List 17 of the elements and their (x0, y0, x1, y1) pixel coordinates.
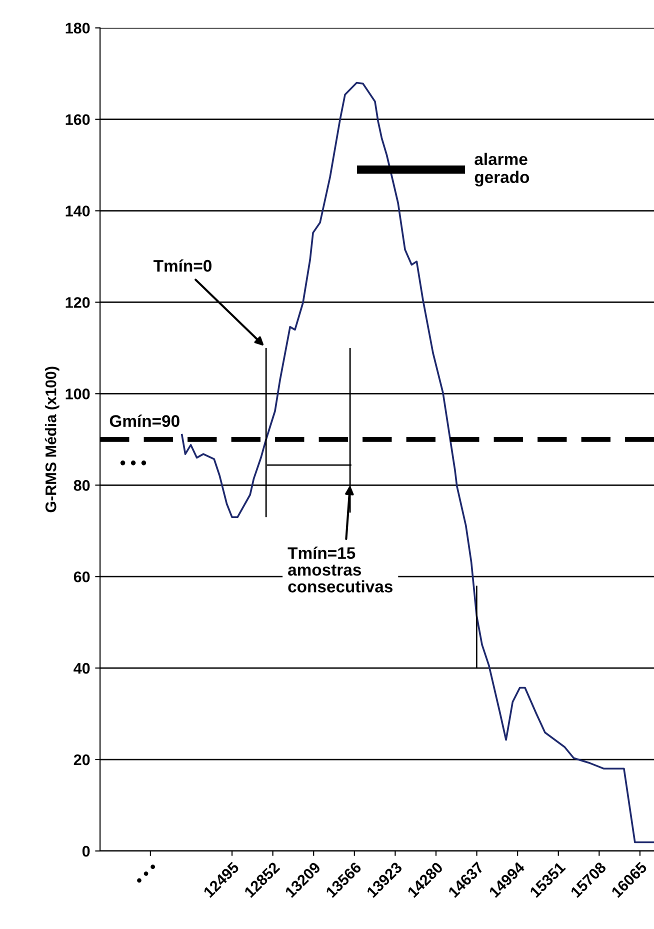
y-tick-label: 20 (74, 754, 90, 766)
y-tick-label: 40 (74, 662, 90, 674)
annotation: Tmín=0 (154, 259, 212, 272)
series-label: alarme gerado (474, 152, 530, 186)
y-tick-label: 0 (82, 846, 90, 857)
y-tick-label: 160 (66, 114, 90, 126)
y-tick-label: 120 (66, 297, 90, 308)
y-axis-title: G-RMS Média (x100) (44, 366, 60, 512)
ref-line-label: Gmín=90 (110, 414, 180, 427)
y-tick-label: 140 (66, 206, 90, 216)
annotation: Tmín=15 amostras consecutivas (288, 546, 392, 592)
annotation: • • • (120, 460, 146, 466)
y-tick-label: 180 (66, 22, 90, 34)
y-tick-label: 100 (66, 388, 90, 400)
x-tick-label: • • • (136, 864, 156, 884)
y-tick-label: 80 (74, 480, 90, 491)
y-tick-label: 60 (74, 571, 90, 582)
